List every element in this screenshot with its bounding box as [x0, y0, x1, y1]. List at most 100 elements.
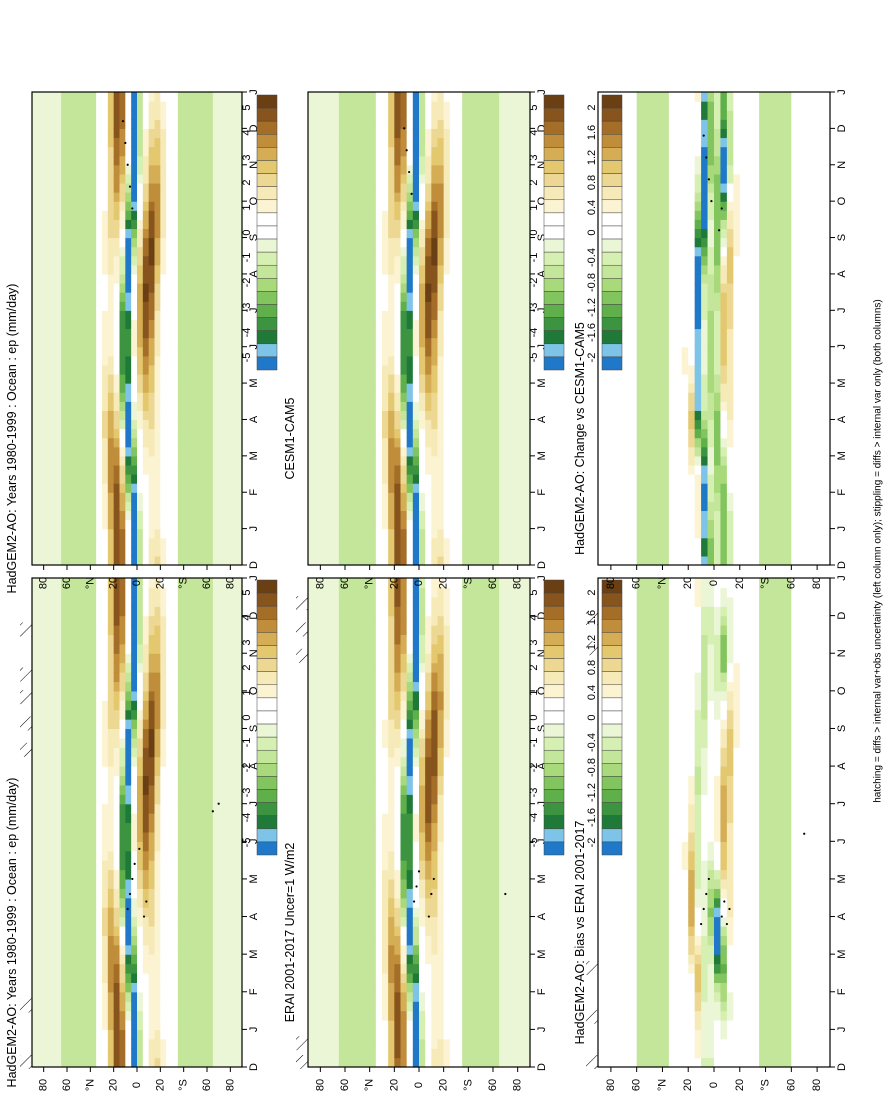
heatmap-cell — [320, 653, 328, 664]
heatmap-cell — [37, 537, 45, 548]
heatmap-cell — [201, 972, 208, 983]
heatmap-cell — [195, 596, 202, 607]
heatmap-cell — [382, 1048, 389, 1059]
heatmap-cell — [84, 747, 91, 758]
heatmap-cell — [388, 643, 395, 654]
heatmap-cell — [369, 803, 377, 814]
heatmap-cell — [125, 1010, 132, 1021]
heatmap-cell — [137, 119, 144, 129]
heatmap-cell — [183, 878, 191, 889]
heatmap-cell — [96, 392, 103, 402]
heatmap-cell — [431, 925, 439, 936]
heatmap-cell — [212, 822, 220, 833]
heatmap-cell — [72, 110, 80, 120]
heatmap-cell — [308, 672, 315, 683]
heatmap-cell — [230, 383, 237, 393]
heatmap-cell — [61, 963, 68, 974]
heatmap-cell — [230, 982, 237, 993]
heatmap-cell — [212, 587, 220, 598]
heatmap-cell — [326, 756, 334, 767]
heatmap-cell — [236, 794, 243, 805]
heatmap-cell — [119, 273, 126, 284]
heatmap-cell — [195, 954, 202, 965]
heatmap-cell — [406, 625, 414, 636]
heatmap-cell — [142, 935, 150, 946]
heatmap-cell — [55, 101, 62, 111]
heatmap-cell — [332, 625, 340, 636]
heatmap-cell — [137, 841, 144, 852]
heatmap-cell — [195, 850, 202, 861]
heatmap-cell — [84, 719, 91, 730]
heatmap-cell — [195, 292, 202, 302]
heatmap-cell — [425, 709, 432, 720]
heatmap-cell — [102, 301, 109, 311]
heatmap-cell — [84, 237, 91, 248]
heatmap-cell — [61, 164, 68, 175]
heatmap-cell — [78, 474, 86, 484]
heatmap-cell — [96, 519, 103, 530]
heatmap-cell — [49, 831, 56, 842]
heatmap-cell — [67, 813, 74, 824]
heatmap-cell — [131, 483, 138, 493]
heatmap-cell — [113, 137, 121, 148]
heatmap-cell — [32, 455, 39, 466]
heatmap-cell — [107, 596, 115, 607]
heatmap-cell — [382, 907, 389, 918]
heatmap-cell — [189, 419, 196, 430]
heatmap-cell — [172, 1029, 179, 1040]
heatmap-cell — [43, 935, 51, 946]
heatmap-cell — [351, 766, 358, 777]
heatmap-cell — [61, 643, 68, 654]
heatmap-cell — [201, 410, 208, 421]
heatmap-cell — [314, 925, 321, 936]
heatmap-cell — [207, 822, 214, 833]
heatmap-cell — [207, 301, 214, 311]
heatmap-cell — [102, 925, 109, 936]
heatmap-cell — [201, 925, 208, 936]
heatmap-cell — [412, 784, 420, 795]
heatmap-cell — [49, 888, 56, 899]
heatmap-cell — [32, 747, 39, 758]
heatmap-cell — [137, 428, 144, 439]
heatmap-cell — [43, 192, 51, 202]
heatmap-cell — [72, 700, 80, 711]
heatmap-cell — [137, 483, 144, 493]
heatmap-cell — [113, 982, 121, 993]
heatmap-cell — [125, 437, 132, 448]
heatmap-cell — [90, 364, 97, 375]
heatmap-cell — [345, 766, 352, 777]
heatmap-cell — [131, 643, 138, 654]
heatmap-cell — [382, 1019, 389, 1030]
heatmap-cell — [388, 1019, 395, 1030]
colorbar-label: -1 — [241, 253, 253, 263]
heatmap-cell — [119, 419, 126, 430]
heatmap-cell — [172, 888, 179, 899]
heatmap-cell — [338, 1010, 346, 1021]
heatmap-cell — [224, 255, 231, 266]
heatmap-cell — [308, 813, 315, 824]
heatmap-cell — [218, 822, 226, 833]
heatmap-cell — [320, 728, 328, 739]
heatmap-cell — [419, 1001, 426, 1012]
month-tick-label: A — [248, 912, 260, 920]
heatmap-cell — [96, 822, 103, 833]
heatmap-cell — [131, 328, 138, 339]
heatmap-cell — [345, 935, 352, 946]
heatmap-cell — [212, 784, 220, 795]
heatmap-cell — [207, 831, 214, 842]
heatmap-cell — [131, 1038, 138, 1049]
heatmap-cell — [131, 201, 138, 211]
heatmap-cell — [382, 643, 389, 654]
heatmap-cell — [125, 92, 132, 102]
heatmap-cell — [43, 841, 51, 852]
heatmap-cell — [125, 963, 132, 974]
heatmap-cell — [351, 615, 358, 626]
heatmap-cell — [160, 954, 167, 965]
heatmap-cell — [37, 860, 45, 871]
heatmap-cell — [338, 944, 346, 955]
heatmap-cell — [148, 510, 156, 521]
heatmap-cell — [394, 681, 402, 692]
heatmap-cell — [148, 1001, 156, 1012]
heatmap-cell — [400, 813, 408, 824]
heatmap-cell — [177, 794, 185, 805]
